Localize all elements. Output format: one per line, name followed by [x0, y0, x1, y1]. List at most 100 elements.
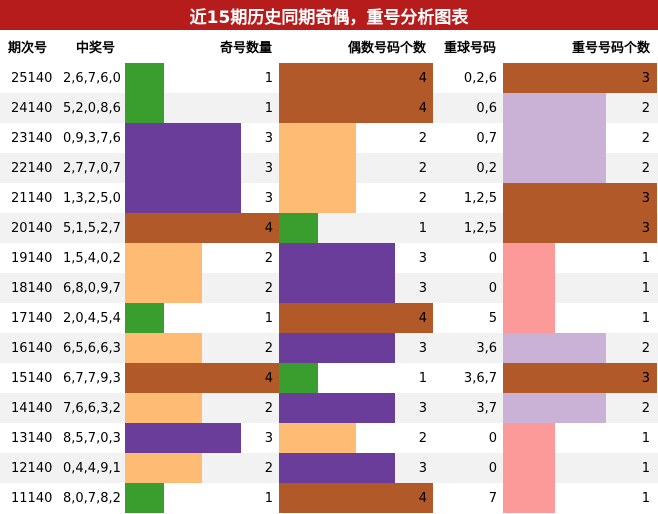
repeat-count-bar: [503, 393, 606, 423]
repeat-count-bar: [503, 483, 555, 513]
numbers-cell: 7,6,6,3,2: [63, 400, 121, 416]
odd-count-bar: [125, 393, 202, 423]
period-cell: 20140: [11, 220, 53, 236]
even-count-value: 2: [418, 130, 427, 146]
table-row: 14140 7,6,6,3,2 2 3 3,7 2: [0, 393, 658, 423]
odd-count-bar: [125, 423, 241, 453]
repeat-count-value: 1: [641, 280, 650, 296]
period-cell: 24140: [11, 100, 53, 116]
repeat-balls-cell: 5: [488, 310, 497, 326]
period-cell: 21140: [11, 190, 53, 206]
odd-count-value: 4: [264, 370, 273, 386]
odd-count-value: 2: [264, 400, 273, 416]
repeat-count-value: 2: [641, 160, 650, 176]
even-count-bar: [279, 183, 356, 213]
repeat-balls-cell: 3,7: [476, 400, 497, 416]
repeat-balls-cell: 0,6: [476, 100, 497, 116]
numbers-cell: 2,0,4,5,4: [63, 310, 121, 326]
repeat-balls-cell: 3,6: [476, 340, 497, 356]
even-count-value: 3: [418, 400, 427, 416]
period-cell: 22140: [11, 160, 53, 176]
repeat-balls-cell: 0: [488, 460, 497, 476]
table-row: 12140 0,4,4,9,1 2 3 0 1: [0, 453, 658, 483]
repeat-balls-cell: 1,2,5: [463, 190, 497, 206]
even-count-value: 4: [418, 100, 427, 116]
odd-count-bar: [125, 183, 241, 213]
odd-count-value: 1: [264, 100, 273, 116]
period-cell: 13140: [11, 430, 53, 446]
period-cell: 12140: [11, 460, 53, 476]
repeat-count-value: 1: [641, 250, 650, 266]
even-count-value: 4: [418, 490, 427, 506]
even-count-bar: [279, 303, 433, 333]
numbers-cell: 5,2,0,8,6: [63, 100, 121, 116]
repeat-balls-cell: 7: [488, 490, 497, 506]
repeat-count-value: 2: [641, 340, 650, 356]
header-numbers: 中奖号: [76, 40, 116, 56]
header-period: 期次号: [8, 40, 48, 56]
header-odd-count: 奇号数量: [219, 40, 272, 56]
odd-count-bar: [125, 93, 164, 123]
repeat-count-bar: [503, 273, 555, 303]
odd-count-value: 3: [264, 430, 273, 446]
repeat-count-bar: [503, 153, 606, 183]
table-row: 15140 6,7,7,9,3 4 1 3,6,7 3: [0, 363, 658, 393]
odd-count-bar: [125, 453, 202, 483]
repeat-count-bar: [503, 363, 657, 393]
odd-count-bar: [125, 123, 241, 153]
odd-count-bar: [125, 243, 202, 273]
repeat-count-value: 1: [641, 430, 650, 446]
numbers-cell: 6,8,0,9,7: [63, 280, 121, 296]
odd-count-value: 1: [264, 70, 273, 86]
numbers-cell: 8,0,7,8,2: [63, 490, 121, 506]
odd-count-bar: [125, 153, 241, 183]
even-count-value: 4: [418, 70, 427, 86]
table-row: 25140 2,6,7,6,0 1 4 0,2,6 3: [0, 63, 658, 93]
table-row: 23140 0,9,3,7,6 3 2 0,7 2: [0, 123, 658, 153]
even-count-value: 2: [418, 190, 427, 206]
repeat-balls-cell: 0,2,6: [463, 70, 497, 86]
even-count-bar: [279, 123, 356, 153]
repeat-count-bar: [503, 453, 555, 483]
odd-count-bar: [125, 63, 164, 93]
numbers-cell: 1,3,2,5,0: [63, 190, 121, 206]
even-count-value: 3: [418, 460, 427, 476]
even-count-bar: [279, 273, 395, 303]
even-count-value: 2: [418, 430, 427, 446]
period-cell: 25140: [11, 70, 53, 86]
period-cell: 19140: [11, 250, 53, 266]
repeat-count-bar: [503, 423, 555, 453]
period-cell: 23140: [11, 130, 53, 146]
odd-count-bar: [125, 333, 202, 363]
numbers-cell: 0,9,3,7,6: [63, 130, 121, 146]
numbers-cell: 1,5,4,0,2: [63, 250, 121, 266]
table-row: 16140 6,5,6,6,3 2 3 3,6 2: [0, 333, 658, 363]
even-count-bar: [279, 213, 318, 243]
odd-count-bar: [125, 363, 279, 393]
repeat-count-value: 1: [641, 460, 650, 476]
even-count-bar: [279, 483, 433, 513]
even-count-bar: [279, 333, 395, 363]
odd-count-value: 2: [264, 340, 273, 356]
even-count-value: 1: [418, 220, 427, 236]
even-count-bar: [279, 423, 356, 453]
numbers-cell: 6,7,7,9,3: [63, 370, 121, 386]
even-count-value: 3: [418, 250, 427, 266]
table-row: 19140 1,5,4,0,2 2 3 0 1: [0, 243, 658, 273]
repeat-count-value: 2: [641, 400, 650, 416]
odd-count-bar: [125, 213, 279, 243]
odd-count-value: 1: [264, 490, 273, 506]
period-cell: 17140: [11, 310, 53, 326]
repeat-balls-cell: 0: [488, 280, 497, 296]
repeat-count-value: 3: [641, 370, 650, 386]
numbers-cell: 5,1,5,2,7: [63, 220, 121, 236]
even-count-bar: [279, 453, 395, 483]
odd-count-bar: [125, 303, 164, 333]
repeat-balls-cell: 0: [488, 430, 497, 446]
table-row: 18140 6,8,0,9,7 2 3 0 1: [0, 273, 658, 303]
odd-count-value: 2: [264, 250, 273, 266]
repeat-count-value: 1: [641, 310, 650, 326]
period-cell: 16140: [11, 340, 53, 356]
repeat-count-bar: [503, 123, 606, 153]
numbers-cell: 2,6,7,6,0: [63, 70, 121, 86]
